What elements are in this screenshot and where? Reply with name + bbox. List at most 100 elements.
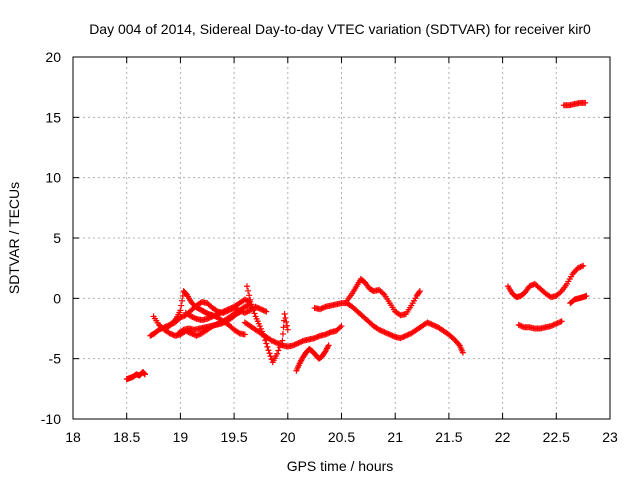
data-point xyxy=(256,305,263,312)
series-seg-k xyxy=(343,276,423,319)
data-point xyxy=(425,320,432,327)
data-point xyxy=(261,308,268,315)
data-point xyxy=(326,329,333,336)
data-point xyxy=(389,332,396,339)
data-point xyxy=(204,315,211,322)
data-point xyxy=(296,339,303,346)
data-point xyxy=(292,341,299,348)
data-point xyxy=(276,344,283,351)
y-tick-label: 20 xyxy=(45,49,61,65)
data-point xyxy=(547,323,554,330)
x-tick-label: 21.5 xyxy=(435,429,462,445)
x-tick-label: 19 xyxy=(173,429,189,445)
data-point xyxy=(178,302,185,309)
data-point xyxy=(208,314,215,321)
grid-layer xyxy=(73,57,610,419)
series-seg-f xyxy=(182,296,254,324)
y-tick-label: 0 xyxy=(53,290,61,306)
data-point xyxy=(427,320,434,327)
data-point xyxy=(177,307,184,314)
data-point xyxy=(284,326,291,333)
y-tick-label: 10 xyxy=(45,170,61,186)
data-point xyxy=(404,332,411,339)
data-point xyxy=(555,319,562,326)
data-point xyxy=(517,322,524,329)
data-point xyxy=(321,304,328,311)
data-point xyxy=(380,290,387,297)
y-tick-label: 15 xyxy=(45,109,61,125)
data-point xyxy=(220,319,227,326)
data-point xyxy=(574,265,581,272)
data-point xyxy=(549,322,556,329)
data-point xyxy=(311,335,318,342)
data-point xyxy=(376,326,383,333)
data-point xyxy=(378,327,385,334)
data-point xyxy=(257,306,264,313)
series-seg-m xyxy=(515,318,565,332)
data-point xyxy=(236,309,243,316)
plot-frame xyxy=(72,56,611,420)
y-tick-label: -5 xyxy=(49,351,62,367)
data-point xyxy=(402,332,409,339)
x-tick-label: 23 xyxy=(602,429,618,445)
data-point xyxy=(290,342,297,349)
data-point xyxy=(279,337,286,344)
data-point xyxy=(267,353,274,360)
data-point xyxy=(580,262,587,269)
data-point xyxy=(241,309,248,316)
data-point xyxy=(223,307,230,314)
data-point xyxy=(390,333,397,340)
data-point xyxy=(209,313,216,320)
data-point xyxy=(259,306,266,313)
data-point xyxy=(279,330,286,337)
data-point xyxy=(179,297,186,304)
data-point xyxy=(298,338,305,345)
data-point xyxy=(582,99,589,106)
data-point xyxy=(177,314,184,321)
data-point xyxy=(141,371,148,378)
series-seg-h xyxy=(243,283,291,366)
data-point xyxy=(578,263,585,270)
x-tick-label: 22.5 xyxy=(543,429,570,445)
series-seg-j xyxy=(311,300,466,356)
data-point xyxy=(386,331,393,338)
x-tick-label: 22 xyxy=(495,429,511,445)
data-point xyxy=(583,292,590,299)
data-point xyxy=(318,305,325,312)
data-point xyxy=(257,325,264,332)
data-point xyxy=(283,318,290,325)
data-point xyxy=(266,350,273,357)
data-point xyxy=(260,307,267,314)
data-point xyxy=(283,322,290,329)
data-point xyxy=(280,324,287,331)
data-point xyxy=(193,332,200,339)
data-point xyxy=(401,333,408,340)
data-point xyxy=(243,303,250,310)
data-point xyxy=(190,314,197,321)
data-point xyxy=(180,313,187,320)
data-point xyxy=(251,310,258,317)
series-seg-a xyxy=(123,368,148,383)
data-point xyxy=(405,331,412,338)
data-point xyxy=(194,332,201,339)
data-point xyxy=(192,315,199,322)
data-point xyxy=(398,334,405,341)
data-point xyxy=(272,339,279,346)
x-tick-label: 18.5 xyxy=(113,429,140,445)
y-axis-label: SDTVAR / TECUs xyxy=(6,182,22,294)
data-point xyxy=(217,309,224,316)
data-point xyxy=(325,342,332,349)
data-layer xyxy=(123,99,590,383)
x-tick-label: 18 xyxy=(65,429,81,445)
series-seg-e xyxy=(175,308,244,337)
data-point xyxy=(246,292,253,299)
data-point xyxy=(312,334,319,341)
data-point xyxy=(428,321,435,328)
data-point xyxy=(325,330,332,337)
data-point xyxy=(250,307,257,314)
data-point xyxy=(431,322,438,329)
data-point xyxy=(219,309,226,316)
data-point xyxy=(260,331,267,338)
data-point xyxy=(299,338,306,345)
